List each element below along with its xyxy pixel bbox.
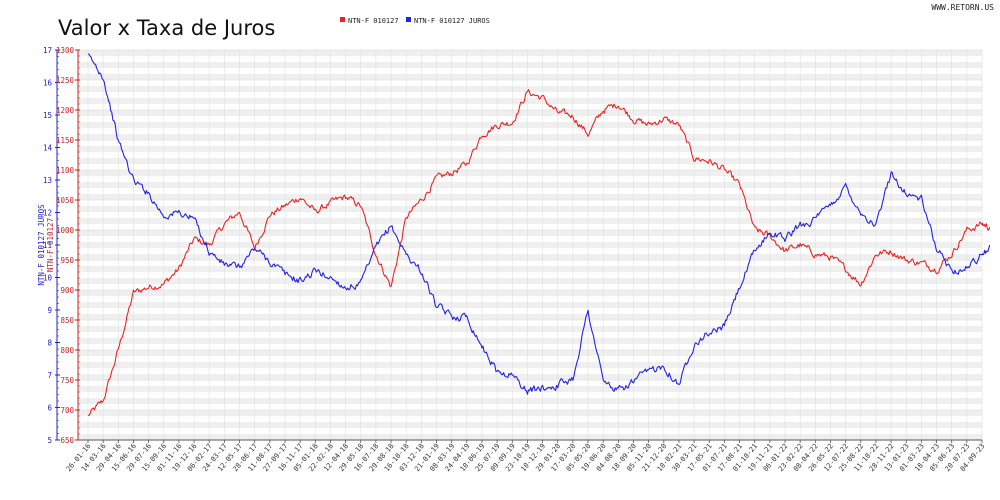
grid-band <box>78 194 982 200</box>
right-tick-label: 800 <box>60 346 74 355</box>
grid-band <box>78 218 982 224</box>
series-lines <box>87 53 991 417</box>
left-tick-label: 17 <box>43 46 52 55</box>
right-tick-label: 650 <box>60 436 74 445</box>
left-axis-ticks: 5 6 7 8 9 10 11 12 13 14 15 16 17 <box>43 46 60 445</box>
legend-label-value: NTN-F 010127 <box>348 17 399 25</box>
left-tick-label: 16 <box>43 79 53 88</box>
right-tick-label: 700 <box>60 406 74 415</box>
grid-band <box>78 326 982 332</box>
grid-band <box>78 362 982 368</box>
grid-band <box>78 302 982 308</box>
grid-band <box>78 182 982 188</box>
left-tick-label: 5 <box>47 436 52 445</box>
grid-band <box>78 398 982 404</box>
right-tick-label: 1050 <box>56 196 75 205</box>
grid-band <box>78 410 982 416</box>
left-tick-label: 10 <box>43 274 53 283</box>
grid-band <box>78 374 982 380</box>
left-tick-label: 15 <box>43 111 52 120</box>
left-tick-label: 13 <box>43 176 52 185</box>
grid-band <box>78 254 982 260</box>
right-tick-label: 1200 <box>56 106 75 115</box>
grid-band <box>78 146 982 152</box>
site-label: WWW.RETORN.US <box>931 3 994 12</box>
grid-band <box>78 50 982 56</box>
left-tick-label: 9 <box>47 306 52 315</box>
right-tick-label: 850 <box>60 316 74 325</box>
grid-band <box>78 110 982 116</box>
grid-band <box>78 230 982 236</box>
grid-band <box>78 206 982 212</box>
grid-band <box>78 62 982 68</box>
left-tick-label: 7 <box>47 371 52 380</box>
legend-swatch-value <box>340 17 345 22</box>
right-tick-label: 1100 <box>56 166 75 175</box>
series-line-value <box>87 89 991 417</box>
grid-band <box>78 266 982 272</box>
right-tick-label: 1300 <box>56 46 75 55</box>
grid-band <box>78 86 982 92</box>
grid-band <box>78 98 982 104</box>
right-tick-label: 750 <box>60 376 74 385</box>
left-tick-label: 6 <box>47 404 52 413</box>
right-tick-label: 900 <box>60 286 74 295</box>
right-tick: 1300 <box>56 46 80 55</box>
left-tick-label: 11 <box>43 241 52 250</box>
grid-band <box>78 242 982 248</box>
left-tick-label: 12 <box>43 209 52 218</box>
grid-band <box>78 314 982 320</box>
grid-band <box>78 158 982 164</box>
chart-title: Valor x Taxa de Juros <box>58 16 275 40</box>
legend-swatch-rate <box>406 17 411 22</box>
series-line-rate <box>87 53 991 395</box>
right-axis-ticks: 650 700 750 800 850 900 950 1000 1050 1100 1150 120… <box>56 46 80 445</box>
right-axis-title: NTN-F 010127 <box>46 218 55 272</box>
legend-label-rate: NTN-F 010127 JUROS <box>414 17 490 25</box>
grid-band <box>78 170 982 176</box>
grid-band <box>78 134 982 140</box>
grid-band <box>78 350 982 356</box>
grid-band <box>78 434 982 440</box>
grid-band <box>78 422 982 428</box>
right-tick-label: 1150 <box>56 136 75 145</box>
grid-band <box>78 74 982 80</box>
right-tick-label: 1250 <box>56 76 75 85</box>
grid-band <box>78 338 982 344</box>
left-tick-label: 14 <box>43 144 53 153</box>
left-axis-title: NTN-F 010127 JUROS <box>37 204 46 286</box>
right-tick-label: 1000 <box>56 226 75 235</box>
left-tick-label: 8 <box>47 339 52 348</box>
grid-band <box>78 290 982 296</box>
grid-band <box>78 278 982 284</box>
right-tick-label: 950 <box>60 256 74 265</box>
grid-band <box>78 122 982 128</box>
